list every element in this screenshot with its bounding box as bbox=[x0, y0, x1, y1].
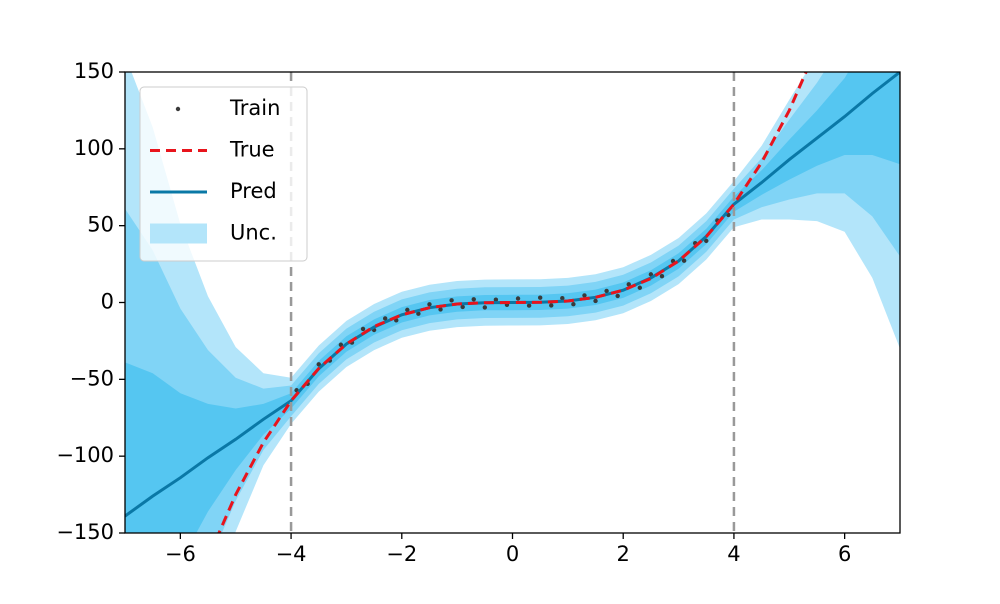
train-point bbox=[515, 296, 521, 301]
train-point bbox=[316, 362, 321, 367]
train-point bbox=[338, 342, 344, 347]
legend-label: Unc. bbox=[230, 221, 277, 245]
series-line bbox=[217, 72, 808, 533]
train-point bbox=[604, 288, 609, 294]
y-tick-label: 50 bbox=[87, 213, 114, 237]
train-point bbox=[637, 285, 643, 290]
train-point bbox=[449, 298, 454, 303]
x-tick-label: 2 bbox=[617, 542, 630, 566]
train-point bbox=[460, 304, 465, 310]
legend-box bbox=[139, 86, 308, 262]
train-point bbox=[704, 238, 709, 244]
legend-label: Pred bbox=[230, 179, 277, 203]
y-tick-label: −150 bbox=[56, 520, 114, 544]
legend-label: True bbox=[229, 138, 275, 162]
y-tick-label: −100 bbox=[56, 443, 114, 467]
x-tick-label: −2 bbox=[386, 542, 417, 566]
series-line bbox=[125, 72, 900, 518]
train-point bbox=[427, 302, 432, 307]
legend-swatch bbox=[175, 106, 181, 112]
y-tick-label: 100 bbox=[74, 136, 114, 160]
y-tick-label: 0 bbox=[101, 290, 114, 314]
x-tick-label: 4 bbox=[727, 542, 740, 566]
train-point bbox=[659, 274, 665, 279]
train-point bbox=[681, 258, 687, 263]
legend-label: Train bbox=[229, 96, 280, 120]
train-point bbox=[526, 303, 532, 308]
y-tick-label: −50 bbox=[70, 366, 114, 390]
train-point bbox=[471, 297, 476, 302]
train-point bbox=[493, 297, 499, 302]
train-point bbox=[549, 303, 554, 308]
legend: Train True Pred Unc. bbox=[139, 86, 308, 262]
train-point bbox=[582, 293, 587, 298]
train-point bbox=[382, 316, 388, 321]
train-point bbox=[438, 307, 443, 312]
train-point bbox=[571, 301, 576, 307]
train-point bbox=[416, 311, 421, 316]
train-point bbox=[360, 326, 366, 332]
x-tick-label: 6 bbox=[838, 542, 851, 566]
train-point bbox=[615, 293, 620, 299]
x-tick-label: −6 bbox=[165, 542, 196, 566]
plot-area bbox=[125, 72, 900, 533]
train-point bbox=[593, 298, 598, 304]
x-tick-label: 0 bbox=[506, 542, 519, 566]
train-point bbox=[537, 295, 543, 300]
legend-swatch bbox=[150, 223, 207, 244]
train-point bbox=[405, 307, 410, 313]
y-tick-label: 150 bbox=[74, 59, 114, 83]
x-tick-label: −4 bbox=[276, 542, 307, 566]
axes: −6 −4 −2 0 2 4 6 −150 −100 −50 0 50 100 150 bbox=[56, 59, 851, 566]
train-point bbox=[482, 305, 488, 310]
train-point bbox=[560, 295, 565, 301]
train-point bbox=[626, 282, 631, 287]
